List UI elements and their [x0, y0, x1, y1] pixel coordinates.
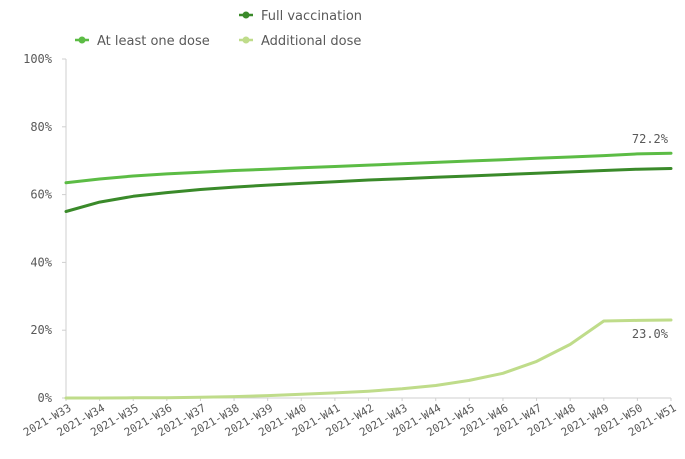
series-line-additional-dose[interactable] [64, 318, 673, 400]
y-tick-label: 60% [30, 188, 52, 202]
legend-swatch-dot [242, 36, 250, 44]
y-tick-label: 100% [23, 52, 53, 66]
legend-swatch-dot [78, 36, 86, 44]
end-label-at-least-one-dose: 72.2% [632, 132, 669, 146]
legend-item-additional-dose[interactable]: Additional dose [239, 34, 361, 49]
x-axis: 2021-W332021-W342021-W352021-W362021-W37… [21, 397, 679, 439]
legend-label: Full vaccination [261, 9, 362, 24]
series-line-full-vaccination[interactable] [64, 167, 673, 213]
data-labels: 72.2% 23.0% [632, 132, 669, 341]
legend-label: Additional dose [261, 34, 361, 49]
y-tick-label: 20% [30, 323, 52, 337]
series-layer [64, 151, 673, 400]
series-line-at-least-one-dose[interactable] [64, 151, 673, 185]
y-axis: 0% 20% 40% 60% 80% 100% [23, 52, 67, 405]
end-label-additional-dose: 23.0% [632, 327, 669, 341]
legend-swatch-dot [242, 11, 250, 19]
legend-item-full-vaccination[interactable]: Full vaccination [239, 9, 362, 24]
legend-label: At least one dose [97, 34, 210, 49]
y-tick-label: 80% [30, 120, 52, 134]
legend: Full vaccination At least one dose Additio… [75, 9, 362, 49]
legend-item-at-least-one-dose[interactable]: At least one dose [75, 34, 210, 49]
y-tick-label: 40% [30, 255, 52, 269]
y-tick-label: 0% [38, 391, 53, 405]
